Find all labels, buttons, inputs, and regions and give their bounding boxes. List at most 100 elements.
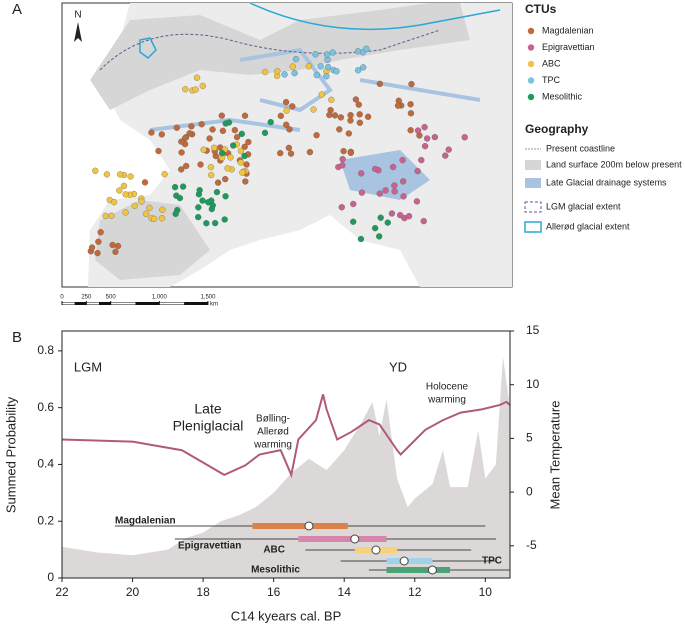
site [277,149,284,157]
site [231,126,238,134]
swatch [524,221,542,233]
site [333,68,340,75]
y-tick-label: 0.8 [37,343,54,357]
site [197,161,204,168]
site [206,135,213,142]
site [88,244,96,251]
site [146,204,153,212]
site [418,156,425,164]
legend-swatch [527,60,535,68]
site [245,138,252,146]
site [364,113,372,120]
scale-label: 1,000 [152,295,168,301]
scale-label: 250 [81,295,92,301]
site [421,124,428,131]
site [338,204,345,211]
site [358,170,365,177]
site [357,235,365,243]
site [142,210,150,217]
legend-label: LGM glacial extent [546,201,621,211]
site [148,129,155,136]
site [110,199,118,206]
site [219,127,227,134]
site [210,144,218,151]
site [158,215,166,222]
y2-tick-label: 5 [526,431,533,445]
site [461,134,468,141]
sites [87,45,468,257]
site [326,111,333,119]
site [397,211,404,219]
x-tick-label: 22 [55,585,69,599]
site [171,183,179,191]
y-tick-label: 0.2 [37,513,54,527]
scale-unit: km [210,302,218,308]
site [313,71,320,79]
site [424,135,431,142]
site [141,179,149,186]
site [285,144,293,152]
site [289,103,296,110]
site [200,146,207,153]
site [207,164,215,171]
site [382,187,389,194]
site [339,162,346,169]
range-median [350,534,360,544]
site [92,167,99,174]
range-median [304,521,314,531]
site [155,147,162,155]
site [178,138,185,145]
site [103,171,111,178]
site [161,171,168,178]
swatch [524,201,542,213]
site [274,68,281,75]
legend-label: Land surface 200m below present [546,159,682,169]
site [241,143,248,150]
site [324,63,332,71]
site [407,127,414,134]
site [371,225,379,232]
site [192,86,199,93]
site [347,112,354,119]
x-tick-label: 16 [267,585,281,599]
site [95,238,102,245]
site [222,193,229,200]
site [176,194,184,202]
site [208,205,215,213]
panel-label: A [12,1,22,18]
shelf [95,200,210,280]
site [377,214,384,221]
site [173,124,180,131]
site [413,198,421,205]
scale-segment [159,302,185,305]
site [172,210,179,218]
y2-tick-label: -5 [526,538,537,552]
range-label: Mesolithic [251,565,300,576]
site [354,48,362,55]
site [243,161,250,168]
x-tick-label: 14 [338,585,352,599]
site [360,64,367,71]
annotation: Pleniglacial [173,418,244,434]
legend: CTUs Geography Magdalenian Epigravettian A… [524,2,682,233]
legend-title: CTUs [525,2,557,16]
site [289,63,296,70]
site [347,117,354,124]
allerod-extent [249,2,501,31]
y-tick-label: 0.4 [37,457,54,471]
range-median [399,556,409,566]
y2-tick-label: 0 [526,484,533,498]
site [352,96,360,103]
site [431,133,438,141]
range-box [298,536,387,542]
swatch [525,178,541,188]
site [178,149,185,156]
legend-swatch [527,27,535,35]
site [414,167,421,175]
site [336,126,343,133]
site [328,96,335,103]
legend-label: TPC [542,75,561,85]
legend-label: Magdalenian [542,25,594,35]
site [324,56,331,63]
